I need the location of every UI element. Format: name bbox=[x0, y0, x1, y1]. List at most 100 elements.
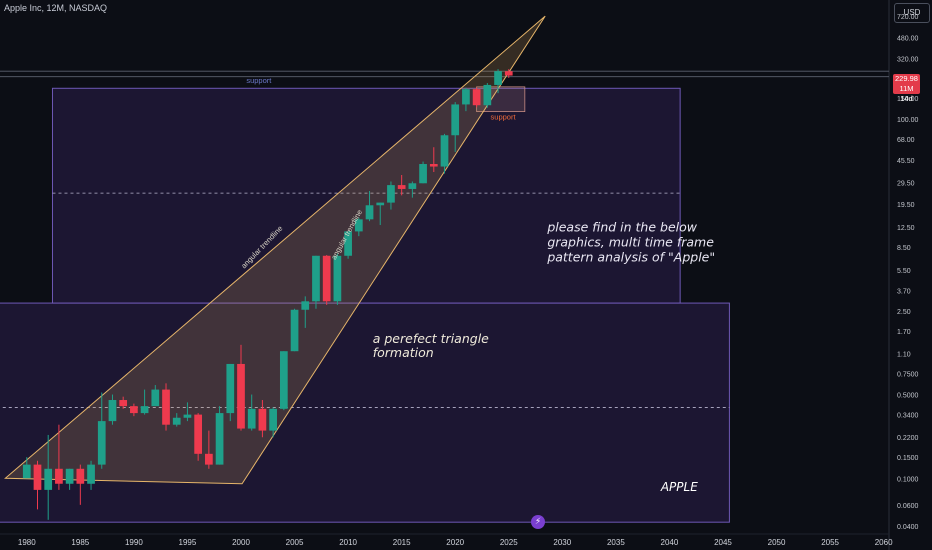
x-tick-label: 2045 bbox=[714, 538, 732, 547]
candle bbox=[247, 408, 256, 429]
candle bbox=[205, 453, 213, 465]
analysis-box-lower bbox=[0, 302, 730, 523]
x-tick-label: 2000 bbox=[232, 538, 250, 547]
y-tick-label: 8.50 bbox=[897, 245, 911, 252]
ticker-watermark: APPLE bbox=[660, 480, 698, 494]
candle bbox=[44, 468, 53, 490]
y-tick-label: 1.10 bbox=[897, 352, 911, 359]
candle bbox=[279, 351, 288, 409]
candle bbox=[376, 202, 385, 206]
x-tick-label: 1985 bbox=[71, 538, 89, 547]
candle bbox=[419, 164, 427, 184]
y-tick-label: 100.00 bbox=[897, 117, 919, 124]
candle bbox=[472, 89, 481, 106]
candle bbox=[258, 408, 267, 431]
candle bbox=[162, 389, 170, 425]
candle bbox=[365, 205, 374, 220]
y-tick-label: 0.0400 bbox=[897, 524, 919, 531]
x-tick-label: 1980 bbox=[18, 538, 36, 547]
analysis-note-line: please find in the below bbox=[546, 219, 697, 234]
candle bbox=[130, 406, 138, 414]
x-tick-label: 2010 bbox=[339, 538, 357, 547]
y-tick-label: 5.50 bbox=[897, 268, 911, 275]
y-tick-label: 0.0600 bbox=[897, 503, 919, 510]
tradingview-logo-icon[interactable]: ⚡ bbox=[531, 515, 545, 529]
x-tick-label: 2015 bbox=[393, 538, 411, 547]
candle bbox=[33, 464, 42, 490]
y-tick-label: 480.00 bbox=[897, 35, 919, 42]
candle bbox=[65, 468, 74, 484]
candle bbox=[172, 417, 181, 425]
candle bbox=[269, 408, 277, 431]
candle bbox=[237, 363, 245, 429]
candle bbox=[462, 89, 470, 105]
candle bbox=[226, 363, 235, 414]
candle bbox=[440, 135, 449, 167]
chart-title: Apple Inc, 12M, NASDAQ bbox=[4, 3, 108, 13]
x-tick-label: 1995 bbox=[179, 538, 197, 547]
y-tick-label: 0.2200 bbox=[897, 435, 919, 442]
x-tick-label: 2055 bbox=[821, 538, 839, 547]
x-tick-label: 2005 bbox=[286, 538, 304, 547]
y-tick-label: 0.1000 bbox=[897, 476, 919, 483]
x-tick-label: 2050 bbox=[768, 538, 786, 547]
x-tick-label: 2030 bbox=[553, 538, 571, 547]
x-tick-label: 2035 bbox=[607, 538, 625, 547]
currency-button[interactable]: USD bbox=[894, 3, 930, 23]
candle bbox=[333, 255, 342, 302]
candle bbox=[108, 400, 117, 422]
candle bbox=[215, 413, 224, 465]
y-tick-label: 0.5000 bbox=[897, 393, 919, 400]
y-tick-label: 0.3400 bbox=[897, 413, 919, 420]
y-tick-label: 150.00 bbox=[897, 96, 919, 103]
candle bbox=[451, 104, 460, 136]
y-tick-label: 1.70 bbox=[897, 329, 911, 336]
x-tick-label: 2060 bbox=[875, 538, 893, 547]
y-tick-label: 0.7500 bbox=[897, 371, 919, 378]
candle bbox=[97, 421, 106, 465]
analysis-note-line: graphics, multi time frame bbox=[547, 234, 714, 249]
x-tick-label: 2020 bbox=[446, 538, 464, 547]
candle bbox=[140, 406, 149, 414]
candle bbox=[290, 309, 299, 352]
x-tick-label: 1990 bbox=[125, 538, 143, 547]
candle bbox=[408, 183, 417, 189]
y-tick-label: 68.00 bbox=[897, 137, 915, 144]
candle bbox=[429, 164, 438, 167]
candle bbox=[312, 255, 320, 302]
x-tick-label: 2025 bbox=[500, 538, 518, 547]
candle bbox=[194, 414, 203, 454]
analysis-note-line: pattern analysis of "Apple" bbox=[546, 249, 715, 264]
candle bbox=[322, 255, 331, 302]
candle bbox=[344, 231, 352, 256]
triangle-pattern bbox=[4, 15, 546, 485]
y-tick-label: 2.50 bbox=[897, 309, 911, 316]
candle bbox=[483, 84, 492, 106]
y-tick-label: 720.00 bbox=[897, 14, 919, 21]
y-tick-label: 45.50 bbox=[897, 158, 915, 165]
candle bbox=[494, 71, 502, 85]
support-zone-label: support bbox=[491, 113, 517, 122]
y-tick-label: 320.00 bbox=[897, 56, 919, 63]
y-tick-label: 0.1500 bbox=[897, 455, 919, 462]
last-price-value: 229.98 bbox=[895, 74, 918, 83]
analysis-box-upper bbox=[51, 87, 681, 304]
candle bbox=[87, 464, 95, 484]
y-tick-label: 19.50 bbox=[897, 202, 915, 209]
candle bbox=[55, 468, 63, 484]
candle bbox=[151, 389, 160, 407]
candle bbox=[504, 71, 513, 76]
pattern-label-line: a perefect triangle bbox=[373, 331, 489, 346]
candle bbox=[387, 185, 395, 203]
candle bbox=[301, 301, 310, 310]
candle bbox=[183, 414, 192, 418]
y-tick-label: 3.70 bbox=[897, 288, 911, 295]
candle bbox=[119, 400, 128, 407]
x-tick-label: 2040 bbox=[661, 538, 679, 547]
pattern-label-line: formation bbox=[373, 345, 434, 360]
candle bbox=[397, 185, 406, 189]
y-tick-label: 29.50 bbox=[897, 180, 915, 187]
candle bbox=[354, 219, 363, 232]
